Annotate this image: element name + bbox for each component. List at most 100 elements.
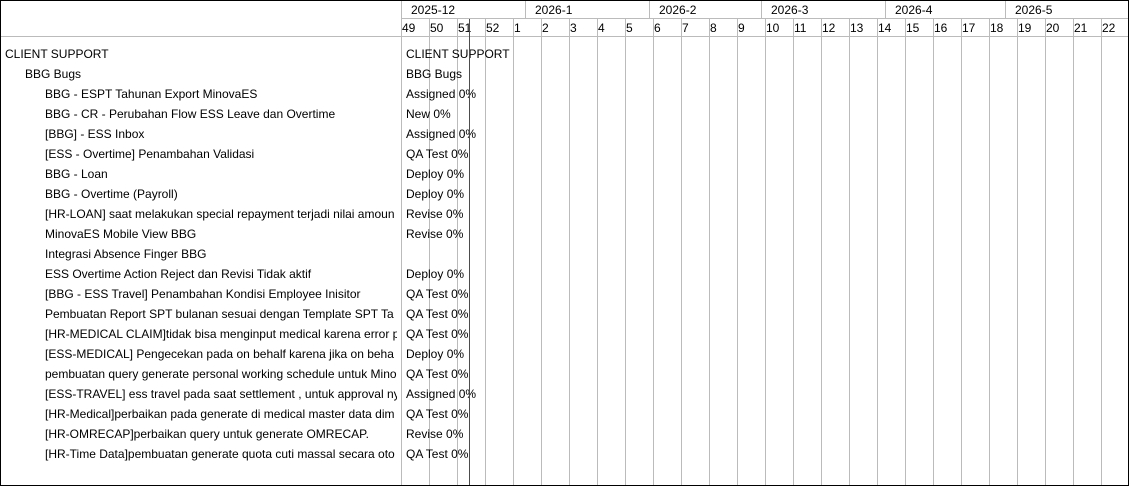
task-name[interactable]: BBG - Loan: [45, 167, 108, 181]
month-label: 2026-2: [659, 3, 697, 17]
task-name[interactable]: [HR-LOAN] saat melakukan special repayme…: [45, 207, 395, 221]
week-gridline: [457, 19, 458, 485]
task-bar-label[interactable]: New 0%: [406, 107, 451, 121]
task-name[interactable]: BBG - CR - Perubahan Flow ESS Leave dan …: [45, 107, 336, 121]
week-label: 6: [654, 21, 661, 35]
week-label: 15: [906, 21, 920, 35]
week-label: 14: [878, 21, 892, 35]
task-name[interactable]: [HR-Time Data]pembuatan generate quota c…: [45, 447, 395, 461]
month-divider: [649, 1, 650, 19]
task-bar-label[interactable]: Deploy 0%: [406, 187, 465, 201]
task-bar-label[interactable]: QA Test 0%: [406, 327, 469, 341]
task-bar-label[interactable]: Revise 0%: [406, 207, 464, 221]
week-gridline: [653, 19, 654, 485]
task-bar-label[interactable]: QA Test 0%: [406, 447, 469, 461]
task-bar-label[interactable]: Deploy 0%: [406, 347, 465, 361]
header-bottom-border: [1, 36, 1128, 37]
month-divider: [885, 1, 886, 19]
task-bar-label[interactable]: Assigned 0%: [406, 387, 477, 401]
week-label: 10: [766, 21, 780, 35]
task-name[interactable]: [BBG - ESS Travel] Penambahan Kondisi Em…: [45, 287, 361, 301]
week-label: 49: [402, 21, 416, 35]
task-bar-label[interactable]: Deploy 0%: [406, 167, 465, 181]
task-name[interactable]: [BBG] - ESS Inbox: [45, 127, 145, 141]
task-name[interactable]: Pembuatan Report SPT bulanan sesuai deng…: [45, 307, 394, 321]
task-name[interactable]: [ESS - Overtime] Penambahan Validasi: [45, 147, 255, 161]
task-name[interactable]: [ESS-MEDICAL] Pengecekan pada on behalf …: [45, 347, 394, 361]
week-gridline: [737, 19, 738, 485]
month-label: 2026-3: [771, 3, 809, 17]
week-gridline: [709, 19, 710, 485]
week-gridline: [513, 19, 514, 485]
task-bar-label[interactable]: Revise 0%: [406, 427, 464, 441]
week-gridline: [485, 19, 486, 485]
task-bar-label[interactable]: Assigned 0%: [406, 127, 477, 141]
task-name[interactable]: Integrasi Absence Finger BBG: [45, 247, 207, 261]
week-label: 21: [1074, 21, 1088, 35]
task-name[interactable]: BBG - Overtime (Payroll): [45, 187, 178, 201]
week-label: 11: [794, 21, 807, 35]
task-name[interactable]: [HR-OMRECAP]perbaikan query untuk genera…: [45, 427, 369, 441]
task-name[interactable]: MinovaES Mobile View BBG: [45, 227, 197, 241]
task-name[interactable]: [HR-MEDICAL CLAIM]tidak bisa menginput m…: [45, 327, 397, 341]
task-bar-label[interactable]: QA Test 0%: [406, 147, 469, 161]
month-label: 2026-4: [895, 3, 933, 17]
month-divider: [761, 1, 762, 19]
task-name[interactable]: CLIENT SUPPORT: [5, 47, 109, 61]
task-name[interactable]: BBG - ESPT Tahunan Export MinovaES: [45, 87, 258, 101]
week-label: 1: [514, 21, 521, 35]
week-label: 7: [682, 21, 689, 35]
task-name[interactable]: ESS Overtime Action Reject dan Revisi Ti…: [45, 267, 312, 281]
week-gridline: [1101, 19, 1102, 485]
week-gridline: [989, 19, 990, 485]
week-label: 8: [710, 21, 717, 35]
week-label: 13: [850, 21, 864, 35]
panel-divider: [401, 1, 402, 485]
week-label: 22: [1102, 21, 1116, 35]
week-gridline: [681, 19, 682, 485]
week-label: 50: [430, 21, 444, 35]
week-label: 52: [486, 21, 500, 35]
week-gridline: [961, 19, 962, 485]
task-bar-label[interactable]: Deploy 0%: [406, 267, 465, 281]
task-bar-label[interactable]: QA Test 0%: [406, 367, 469, 381]
header-divider: [401, 18, 1128, 19]
week-gridline: [541, 19, 542, 485]
task-name[interactable]: BBG Bugs: [25, 67, 82, 81]
week-gridline: [597, 19, 598, 485]
task-bar-label[interactable]: QA Test 0%: [406, 307, 469, 321]
task-name[interactable]: [ESS-TRAVEL] ess travel pada saat settle…: [45, 387, 397, 401]
week-gridline: [877, 19, 878, 485]
week-label: 5: [626, 21, 633, 35]
task-bar-label[interactable]: QA Test 0%: [406, 287, 469, 301]
week-gridline: [765, 19, 766, 485]
task-bar-label[interactable]: CLIENT SUPPORT: [406, 47, 510, 61]
week-gridline: [905, 19, 906, 485]
week-gridline: [1045, 19, 1046, 485]
task-bar-label[interactable]: Revise 0%: [406, 227, 464, 241]
task-name[interactable]: pembuatan query generate personal workin…: [45, 367, 397, 381]
week-label: 3: [570, 21, 577, 35]
week-label: 16: [934, 21, 948, 35]
week-gridline: [1073, 19, 1074, 485]
month-divider: [525, 1, 526, 19]
week-label: 19: [1018, 21, 1032, 35]
task-bar-label[interactable]: BBG Bugs: [406, 67, 463, 81]
week-label: 20: [1046, 21, 1060, 35]
week-label: 18: [990, 21, 1004, 35]
task-bar-label[interactable]: QA Test 0%: [406, 407, 469, 421]
task-bar-label[interactable]: Assigned 0%: [406, 87, 477, 101]
week-gridline: [849, 19, 850, 485]
week-label: 12: [822, 21, 836, 35]
week-gridline: [1017, 19, 1018, 485]
month-label: 2026-5: [1015, 3, 1053, 17]
week-label: 2: [542, 21, 549, 35]
week-gridline: [793, 19, 794, 485]
week-gridline: [933, 19, 934, 485]
month-label: 2026-1: [535, 3, 573, 17]
week-label: 4: [598, 21, 605, 35]
month-label: 2025-12: [411, 3, 456, 17]
week-label: 51: [458, 21, 472, 35]
task-name[interactable]: [HR-Medical]perbaikan pada generate di m…: [45, 407, 395, 421]
